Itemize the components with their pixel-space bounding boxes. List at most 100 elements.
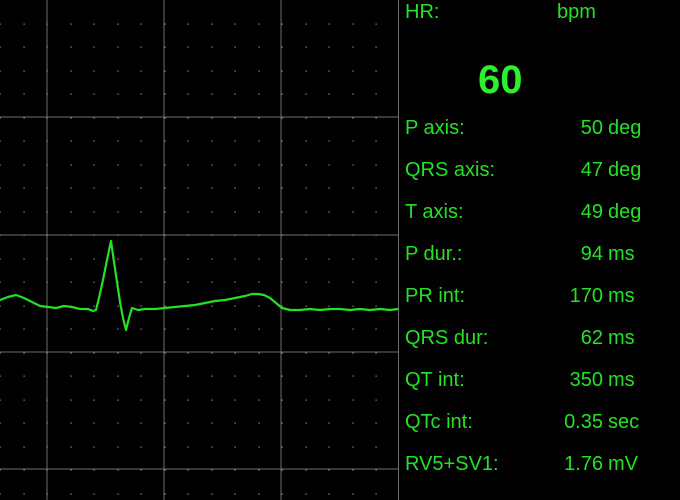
grid-dot — [71, 353, 72, 354]
grid-dot — [282, 353, 283, 354]
grid-dot — [188, 212, 189, 213]
grid-dot — [47, 259, 48, 260]
measurement-row-qrs-duration: QRS dur: 62 ms — [405, 326, 675, 350]
grid-dot — [329, 24, 330, 25]
grid-dot — [282, 470, 283, 471]
grid-dot — [71, 24, 72, 25]
grid-dot — [306, 212, 307, 213]
ecg-grid-and-waveform — [0, 0, 398, 500]
measurement-value: 94 — [581, 242, 603, 266]
grid-dot — [47, 470, 48, 471]
measurement-unit: ms — [608, 326, 635, 350]
grid-dot — [376, 259, 377, 260]
grid-dot — [329, 47, 330, 48]
grid-dot — [212, 235, 213, 236]
grid-dot — [24, 212, 25, 213]
grid-dot — [188, 494, 189, 495]
grid-dot — [259, 118, 260, 119]
grid-dot — [212, 470, 213, 471]
grid-dot — [118, 447, 119, 448]
grid-dot — [118, 118, 119, 119]
grid-dot — [235, 353, 236, 354]
grid-dot — [118, 165, 119, 166]
grid-dot — [376, 188, 377, 189]
grid-dot — [235, 306, 236, 307]
grid-dot — [141, 353, 142, 354]
grid-dot — [118, 94, 119, 95]
measurement-row-t-axis: T axis: 49 deg — [405, 200, 675, 224]
measurement-unit: ms — [608, 242, 635, 266]
measurement-label: RV5+SV1: — [405, 452, 499, 476]
grid-dot — [141, 494, 142, 495]
grid-dot — [141, 94, 142, 95]
grid-dot — [329, 376, 330, 377]
grid-dot — [0, 188, 1, 189]
grid-dot — [282, 259, 283, 260]
grid-dot — [376, 47, 377, 48]
grid-dot — [188, 118, 189, 119]
grid-dot — [235, 400, 236, 401]
grid-dot — [47, 400, 48, 401]
grid-dot — [376, 94, 377, 95]
grid-dot — [235, 447, 236, 448]
grid-dot — [353, 423, 354, 424]
grid-dot — [118, 376, 119, 377]
grid-dot — [94, 494, 95, 495]
grid-dot — [118, 235, 119, 236]
grid-dot — [235, 423, 236, 424]
grid-dot — [376, 24, 377, 25]
ecg-waveform — [0, 241, 398, 330]
grid-dot — [0, 212, 1, 213]
grid-dot — [376, 423, 377, 424]
grid-dot — [282, 447, 283, 448]
grid-dot — [212, 306, 213, 307]
heart-rate-unit: bpm — [557, 0, 596, 24]
measurement-label: PR int: — [405, 284, 465, 308]
grid-dot — [329, 423, 330, 424]
grid-dot — [282, 118, 283, 119]
measurement-row-qt-interval: QT int: 350 ms — [405, 368, 675, 392]
grid-dot — [47, 94, 48, 95]
grid-dot — [329, 235, 330, 236]
measurement-value: 62 — [581, 326, 603, 350]
grid-dot — [259, 71, 260, 72]
grid-dot — [329, 282, 330, 283]
grid-dot — [24, 94, 25, 95]
measurement-row-rv5-sv1: RV5+SV1: 1.76 mV — [405, 452, 675, 476]
grid-dot — [141, 259, 142, 260]
grid-dot — [141, 376, 142, 377]
grid-dot — [259, 470, 260, 471]
grid-dot — [165, 24, 166, 25]
grid-dot — [47, 235, 48, 236]
grid-dot — [165, 470, 166, 471]
grid-dot — [165, 94, 166, 95]
grid-dot — [212, 353, 213, 354]
grid-dot — [141, 71, 142, 72]
grid-dot — [24, 118, 25, 119]
grid-dot — [165, 353, 166, 354]
grid-dot — [235, 141, 236, 142]
grid-dot — [212, 400, 213, 401]
grid-dot — [118, 188, 119, 189]
grid-dot — [282, 282, 283, 283]
grid-dot — [118, 24, 119, 25]
grid-dot — [259, 212, 260, 213]
grid-dot — [24, 71, 25, 72]
grid-dot — [353, 165, 354, 166]
grid-dot — [94, 259, 95, 260]
grid-dot — [212, 282, 213, 283]
grid-dot — [306, 24, 307, 25]
grid-dot — [188, 188, 189, 189]
grid-dot — [235, 282, 236, 283]
grid-dot — [235, 94, 236, 95]
grid-dot — [282, 494, 283, 495]
grid-dot — [376, 494, 377, 495]
grid-dot — [212, 259, 213, 260]
grid-dot — [188, 447, 189, 448]
panel-divider — [398, 0, 399, 500]
grid-dot — [353, 141, 354, 142]
grid-dot — [94, 329, 95, 330]
grid-dot — [71, 71, 72, 72]
grid-dot — [188, 470, 189, 471]
grid-dot — [165, 447, 166, 448]
